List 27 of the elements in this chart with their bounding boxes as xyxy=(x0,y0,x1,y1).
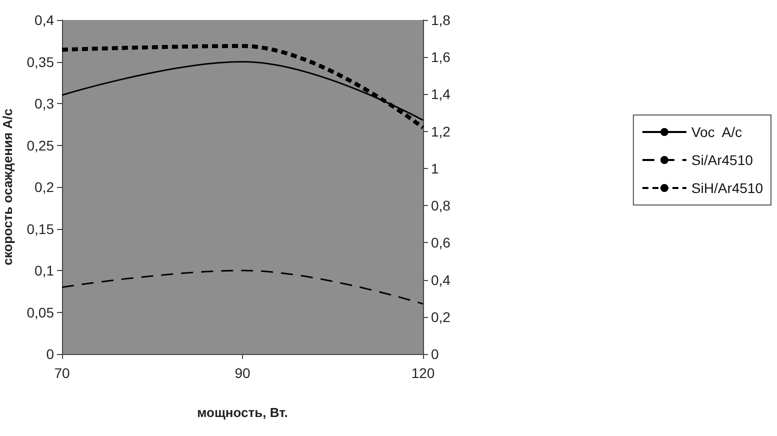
y2-tick-label: 0,4 xyxy=(431,272,451,288)
y-tick-label: 0,05 xyxy=(26,304,54,320)
y-tick-label: 0,1 xyxy=(34,262,54,278)
y-tick-label: 0,4 xyxy=(34,12,54,28)
y-tick-label: 0,2 xyxy=(34,179,54,195)
x-tick-label: 120 xyxy=(411,365,435,381)
x-tick-label: 90 xyxy=(234,365,250,381)
legend-label: Voc A/c xyxy=(691,124,742,140)
y2-tick-label: 1,6 xyxy=(431,49,451,66)
y2-tick-label: 1,4 xyxy=(431,86,451,102)
y2-tick-label: 0,8 xyxy=(431,198,451,214)
y2-tick-label: 0,2 xyxy=(431,308,451,325)
x-tick-label: 70 xyxy=(54,365,70,381)
y-tick-label: 0 xyxy=(46,346,54,362)
x-axis-title: мощность, Вт. xyxy=(197,405,288,420)
y2-tick-label: 1 xyxy=(431,160,439,176)
y2-tick-label: 0,6 xyxy=(431,234,451,251)
y-axis-title: скорость осаждения А/с xyxy=(0,108,15,266)
y2-tick-label: 0 xyxy=(431,346,439,362)
legend-label: Si/Ar4510 xyxy=(691,152,754,168)
y-tick-label: 0,15 xyxy=(26,220,54,237)
y-tick-label: 0,3 xyxy=(34,96,54,112)
y2-tick-label: 1,2 xyxy=(431,123,451,140)
legend-label: SiH/Ar4510 xyxy=(691,180,764,196)
y2-tick-label: 1,8 xyxy=(431,12,451,28)
y-tick-label: 0,35 xyxy=(26,54,54,70)
y-tick-label: 0,25 xyxy=(26,137,54,154)
